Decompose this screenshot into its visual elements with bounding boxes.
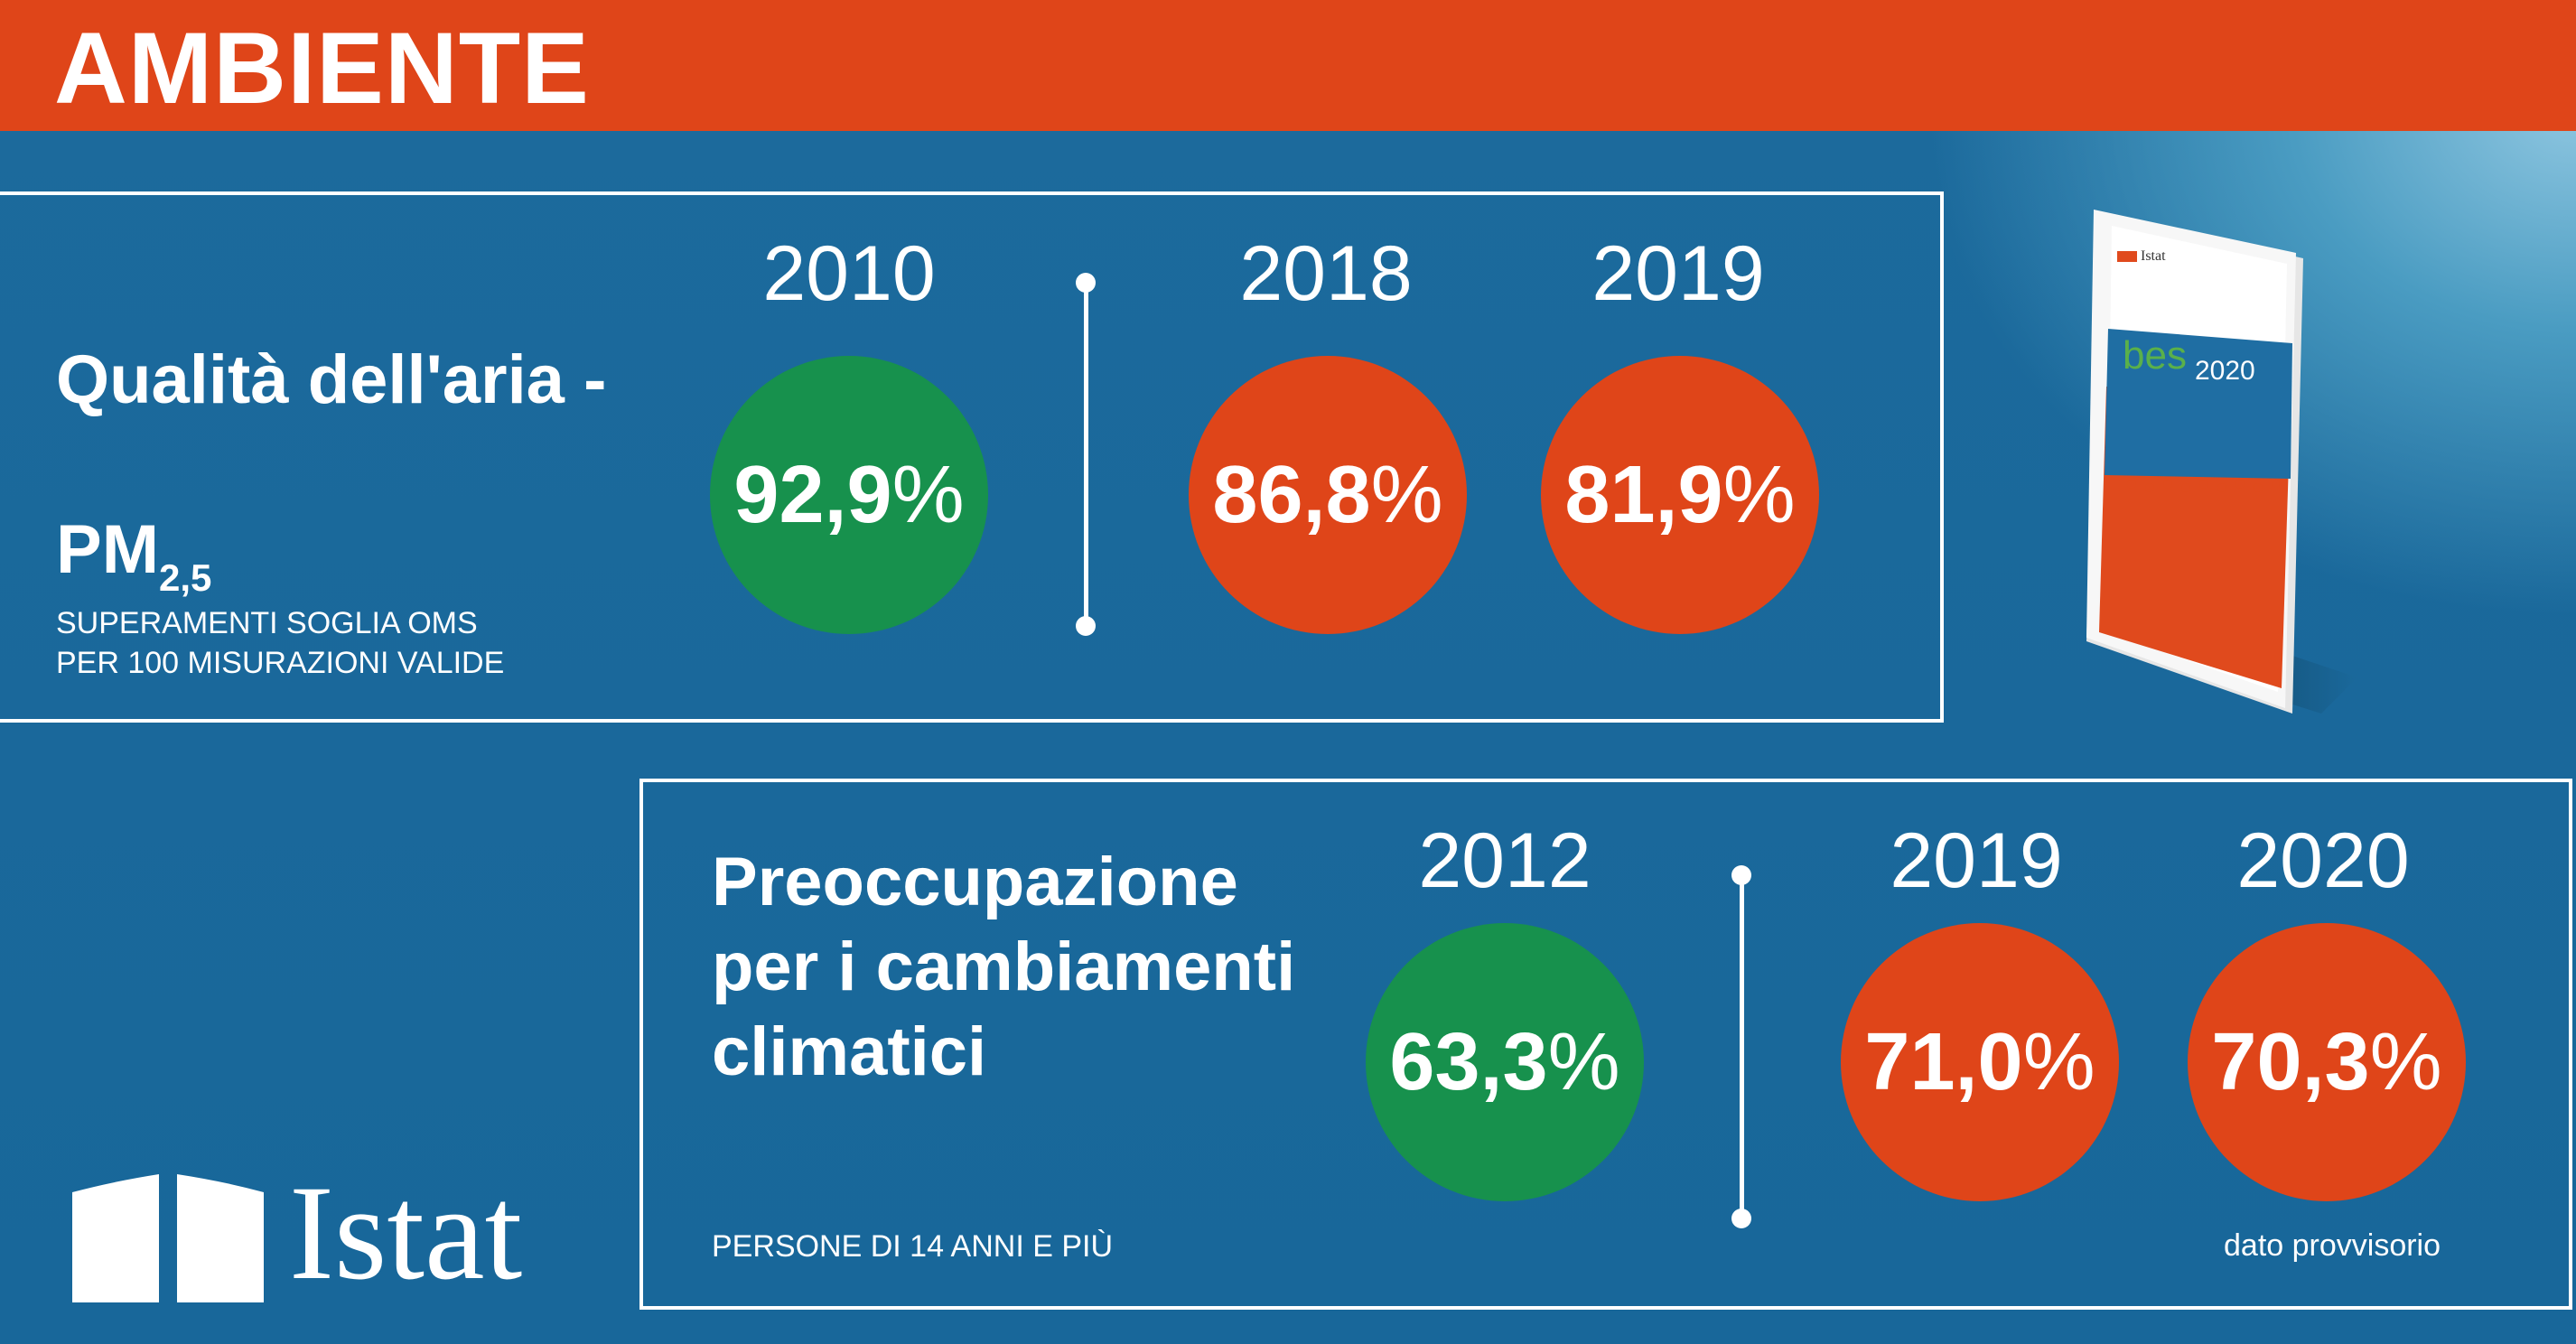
percent-sign: %	[1722, 449, 1796, 540]
air-quality-title: Qualità dell'aria - PM2,5	[56, 253, 606, 621]
bes-report-cover-image: Istat bes 2020	[2086, 208, 2357, 714]
book-brand: Istat	[2141, 248, 2166, 264]
istat-logo	[72, 1174, 271, 1310]
pm-subscript: 2,5	[159, 556, 212, 599]
year-label: 2019	[1591, 230, 1765, 317]
value-text: 63,3	[1389, 1016, 1548, 1107]
air-quality-title-line2: PM	[56, 511, 159, 588]
value-circle: 63,3%	[1366, 923, 1644, 1201]
book-year: 2020	[2195, 356, 2255, 386]
value-text: 70,3	[2211, 1016, 2370, 1107]
header-bar: AMBIENTE	[0, 0, 2576, 131]
divider-dot-bottom	[1731, 1209, 1751, 1228]
air-quality-panel	[0, 191, 1944, 723]
value-circle: 81,9%	[1541, 356, 1819, 634]
percent-sign: %	[2369, 1016, 2442, 1107]
istat-logo-text: Istat	[289, 1158, 523, 1308]
year-label: 2020	[2236, 817, 2410, 904]
divider-dot-bottom	[1076, 616, 1096, 636]
istat-logo-icon	[72, 1174, 264, 1302]
year-label: 2012	[1418, 817, 1591, 904]
divider-line	[1084, 282, 1088, 625]
year-label: 2018	[1239, 230, 1413, 317]
value-circle: 92,9%	[710, 356, 988, 634]
provisional-note: dato provvisorio	[2224, 1228, 2441, 1263]
air-quality-title-line1: Qualità dell'aria -	[56, 341, 607, 418]
percent-sign: %	[2022, 1016, 2095, 1107]
year-label: 2019	[1890, 817, 2063, 904]
value-text: 71,0	[1864, 1016, 2023, 1107]
value-circle: 86,8%	[1189, 356, 1467, 634]
divider-line	[1740, 874, 1744, 1218]
climate-concern-note: PERSONE DI 14 ANNI E PIÙ	[712, 1229, 1114, 1264]
book-title: bes	[2123, 333, 2187, 378]
climate-concern-title: Preoccupazione per i cambiamenti climati…	[712, 844, 1296, 1090]
percent-sign: %	[1370, 449, 1443, 540]
air-quality-note: SUPERAMENTI SOGLIA OMS PER 100 MISURAZIO…	[56, 606, 505, 680]
page-title: AMBIENTE	[54, 12, 590, 125]
value-circle: 70,3%	[2188, 923, 2466, 1201]
year-label: 2010	[762, 230, 936, 317]
value-circle: 71,0%	[1841, 923, 2119, 1201]
value-text: 81,9	[1564, 449, 1723, 540]
percent-sign: %	[1547, 1016, 1620, 1107]
value-text: 92,9	[733, 449, 892, 540]
percent-sign: %	[891, 449, 965, 540]
climate-concern-panel	[639, 779, 2572, 1310]
value-text: 86,8	[1212, 449, 1371, 540]
